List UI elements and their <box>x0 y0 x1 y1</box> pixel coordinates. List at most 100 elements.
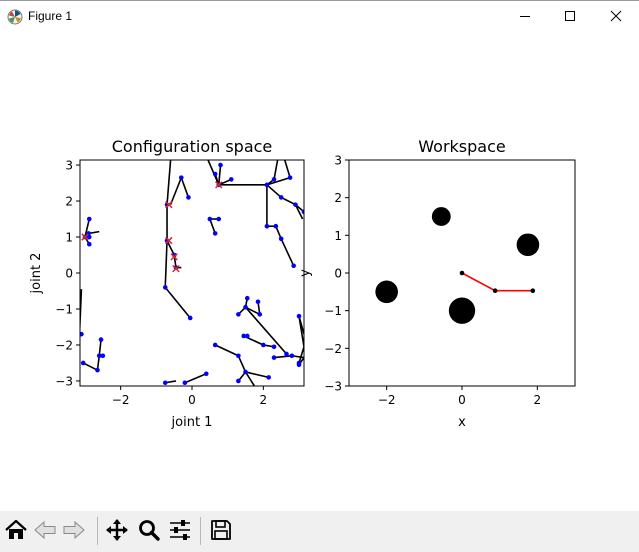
y-axis-label: y <box>298 269 313 277</box>
roadmap-node <box>284 351 289 357</box>
roadmap-node <box>218 162 223 168</box>
roadmap-node <box>80 331 84 337</box>
roadmap-node <box>289 353 295 359</box>
y-tick-label: 3 <box>65 159 73 173</box>
roadmap-edge <box>166 160 172 205</box>
roadmap-edge <box>245 306 261 316</box>
y-tick-label: −2 <box>324 342 342 356</box>
roadmap-edge <box>164 240 168 288</box>
obstacle <box>516 233 540 257</box>
robot-arm <box>461 272 533 292</box>
roadmap-edge <box>209 218 216 234</box>
plot-area <box>375 207 540 324</box>
configuration-space-plot <box>76 159 305 390</box>
roadmap-node <box>241 333 247 339</box>
roadmap-node <box>236 353 241 359</box>
roadmap-edge <box>283 160 291 178</box>
roadmap-node <box>212 171 218 177</box>
roadmap-edge <box>80 289 83 331</box>
roadmap-node <box>243 369 248 375</box>
roadmap-node <box>291 263 296 269</box>
back-arrow-icon <box>34 520 56 540</box>
roadmap-node <box>100 353 106 359</box>
y-tick-label: 1 <box>65 231 73 245</box>
roadmap-node <box>162 380 168 386</box>
collision-marker <box>170 253 178 261</box>
minimize-button[interactable] <box>502 1 548 31</box>
roadmap-node <box>96 353 102 359</box>
x-axis-label: x <box>458 415 466 430</box>
roadmap-node <box>264 182 270 188</box>
minimize-icon <box>520 16 530 17</box>
back-button[interactable] <box>31 515 59 545</box>
roadmap-edge <box>273 354 292 359</box>
y-tick-label: 0 <box>334 267 342 281</box>
roadmap-node <box>216 216 222 222</box>
roadmap-edge <box>166 240 175 256</box>
collision-marker <box>165 236 173 245</box>
roadmap-node <box>212 231 218 236</box>
navigation-toolbar <box>0 511 639 552</box>
roadmap-node <box>293 202 298 207</box>
matplotlib-icon <box>7 9 23 25</box>
close-button[interactable] <box>593 1 639 31</box>
roadmap-node <box>261 342 266 348</box>
chart-title: Workspace <box>418 137 505 156</box>
home-icon <box>5 519 27 539</box>
toolbar-separator <box>200 517 201 545</box>
roadmap-node <box>264 223 270 229</box>
x-tick-label: 0 <box>188 393 196 407</box>
roadmap-node <box>244 333 250 339</box>
y-tick-label: −3 <box>55 374 73 388</box>
roadmap-node <box>244 295 250 301</box>
maximize-icon <box>565 11 575 21</box>
roadmap-node <box>236 378 241 384</box>
roadmap-node <box>207 216 213 222</box>
roadmap-edge <box>184 373 207 384</box>
collision-marker <box>81 233 89 241</box>
roadmap-edge <box>82 362 98 371</box>
x-tick-label: 2 <box>260 393 268 407</box>
roadmap-edge <box>280 238 295 267</box>
roadmap-node <box>278 195 284 200</box>
roadmap-node <box>98 337 104 342</box>
forward-button[interactable] <box>60 515 88 545</box>
roadmap-node <box>236 312 241 317</box>
roadmap-node <box>86 234 92 240</box>
roadmap-node <box>228 177 234 182</box>
plot-area <box>80 160 304 386</box>
roadmap-node <box>212 342 218 348</box>
zoom-button[interactable] <box>135 515 163 545</box>
save-button[interactable] <box>207 515 235 545</box>
chart-title: Configuration space <box>112 137 273 156</box>
y-tick-label: −1 <box>55 302 73 316</box>
roadmap-node <box>266 375 271 380</box>
close-icon <box>610 10 622 22</box>
roadmap-edge <box>217 164 222 185</box>
collision-marker <box>215 181 223 189</box>
collision-marker <box>172 264 180 273</box>
roadmap-edge <box>245 371 269 379</box>
maximize-button[interactable] <box>547 1 593 31</box>
obstacle <box>448 297 476 324</box>
y-tick-label: 2 <box>334 191 342 205</box>
toolbar-separator <box>97 517 98 545</box>
roadmap-node <box>95 367 100 373</box>
y-tick-label: −2 <box>55 338 73 352</box>
title-bar: Figure 1 <box>0 0 639 31</box>
roadmap-node <box>296 313 302 319</box>
arm-joint <box>530 288 536 294</box>
axes-frame <box>79 159 305 387</box>
roadmap-node <box>296 362 302 368</box>
pan-button[interactable] <box>103 515 131 545</box>
configure-subplots-button[interactable] <box>166 515 194 545</box>
roadmap-node <box>86 241 92 247</box>
save-icon <box>211 520 231 540</box>
y-axis-label: joint 2 <box>29 253 44 295</box>
roadmap-edge <box>294 204 304 220</box>
roadmap-node <box>187 315 193 321</box>
roadmap-edge <box>244 371 256 386</box>
move-icon <box>106 519 128 541</box>
roadmap-node <box>243 304 248 310</box>
home-button[interactable] <box>2 515 30 545</box>
